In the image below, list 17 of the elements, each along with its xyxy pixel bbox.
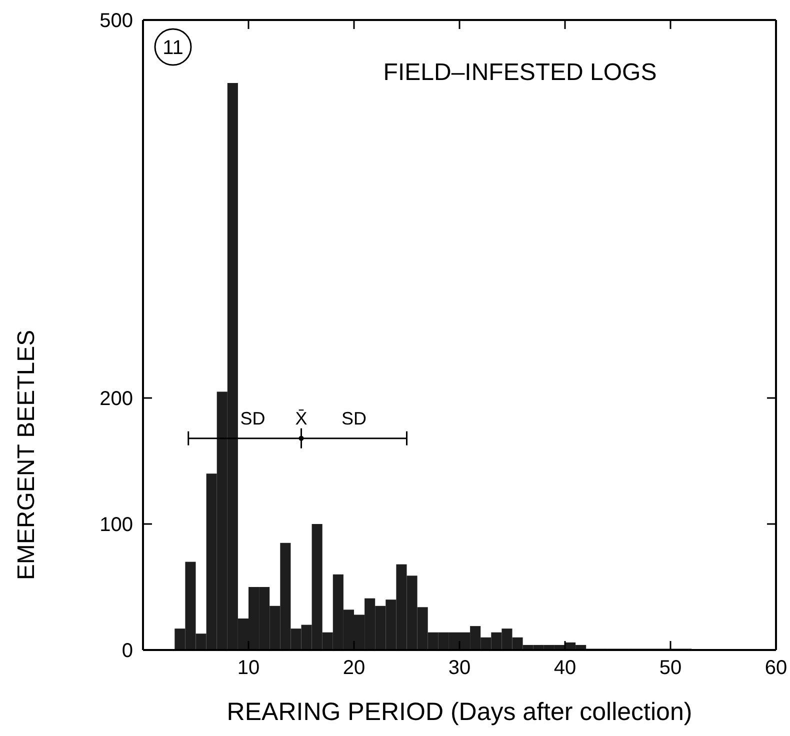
x-tick-label: 60: [764, 657, 788, 679]
y-tick-label: 500: [100, 10, 133, 32]
annotation: X̄: [295, 408, 308, 428]
x-tick-label: 10: [237, 657, 260, 679]
y-tick-label: 200: [100, 388, 133, 410]
x-tick-label: 30: [448, 657, 471, 679]
y-axis-title: EMERGENT BEETLES: [13, 330, 40, 580]
x-tick-label: 20: [342, 657, 366, 679]
annotation: SD: [341, 408, 367, 428]
y-tick-label: 100: [100, 514, 133, 536]
text: FIELD–INFESTED LOGS: [383, 59, 657, 86]
annotation: 11: [162, 37, 184, 59]
annotation: SD: [240, 408, 266, 428]
x-axis-title: REARING PERIOD (Days after collection): [226, 698, 692, 726]
y-tick-label: 0: [122, 640, 133, 662]
x-tick-label: 50: [659, 657, 682, 679]
x-tick-label: 40: [554, 657, 576, 679]
